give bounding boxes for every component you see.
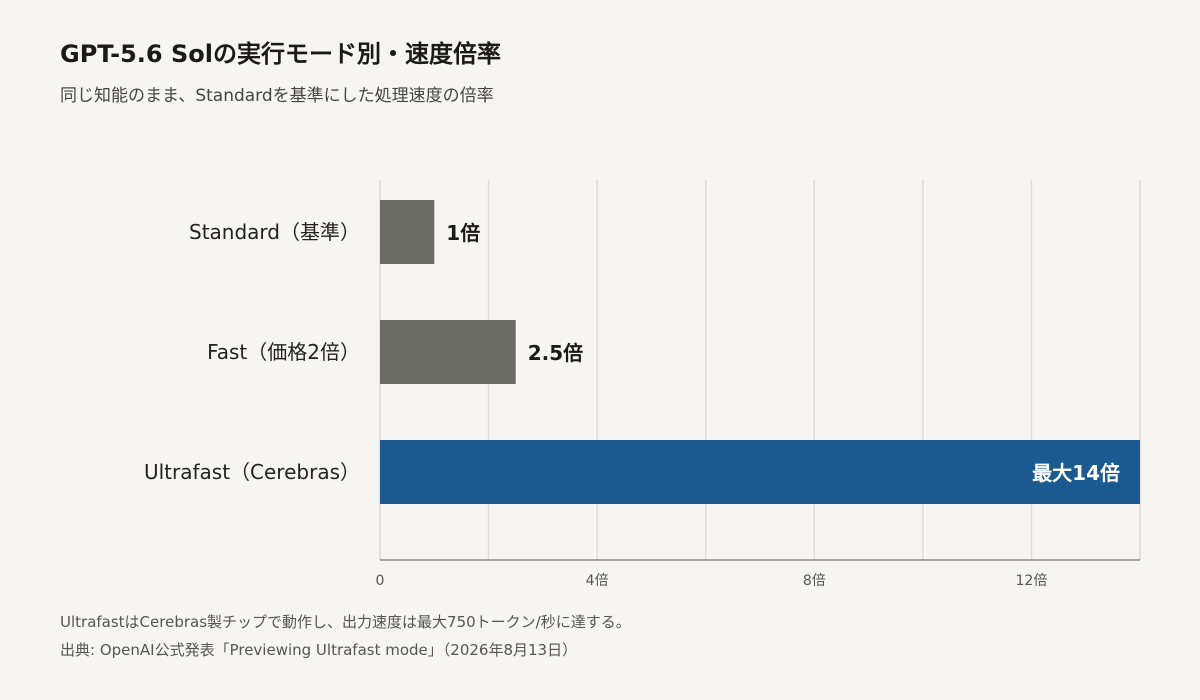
chart-title: GPT-5.6 Solの実行モード別・速度倍率: [60, 40, 501, 68]
data-label: 1倍: [446, 221, 480, 245]
bar: [380, 440, 1140, 504]
chart-subtitle: 同じ知能のまま、Standardを基準にした処理速度の倍率: [60, 86, 494, 106]
source-citation: 出典: OpenAI公式発表「Previewing Ultrafast mode…: [60, 641, 578, 659]
x-tick-label: 12倍: [1016, 573, 1048, 589]
footnote: UltrafastはCerebras製チップで動作し、出力速度は最大750トーク…: [60, 613, 631, 631]
bar: [380, 200, 435, 264]
bar: [380, 320, 516, 384]
x-tick-label: 4倍: [586, 573, 609, 589]
category-label: Ultrafast（Cerebras）: [144, 460, 360, 484]
data-label: 2.5倍: [528, 341, 583, 365]
category-label: Standard（基準）: [189, 220, 360, 244]
data-label: 最大14倍: [1032, 461, 1120, 485]
category-label: Fast（価格2倍）: [207, 340, 360, 364]
x-tick-label: 0: [376, 573, 385, 589]
x-tick-label: 8倍: [803, 573, 826, 589]
